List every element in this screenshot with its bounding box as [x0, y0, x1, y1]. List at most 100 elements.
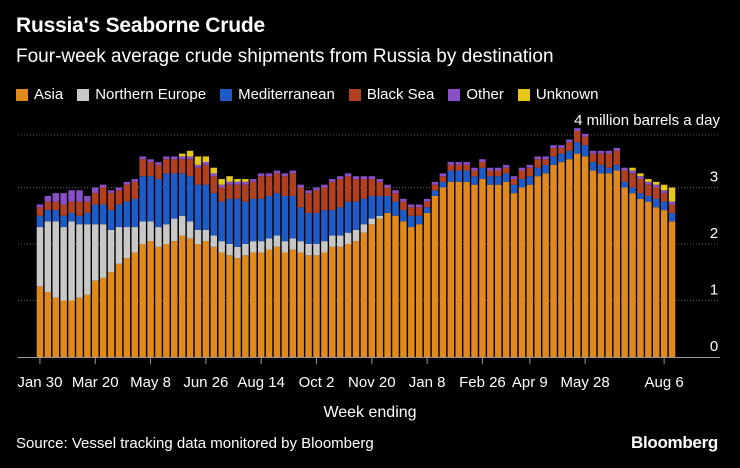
bar-segment-unknown	[653, 181, 660, 185]
bar-segment-mediterranean	[202, 184, 210, 230]
bar-segment-mediterranean	[147, 176, 154, 222]
bloomberg-logo: Bloomberg	[630, 433, 718, 452]
bar-segment-northern-europe	[313, 244, 320, 256]
bar-segment-other	[479, 159, 486, 163]
bar-segment-asia	[226, 255, 233, 357]
bar-segment-black-sea	[115, 190, 123, 205]
legend-swatch-other	[448, 88, 461, 101]
bar-segment-asia	[629, 193, 636, 357]
bar-segment-northern-europe	[297, 241, 304, 253]
bar-segment-mediterranean	[281, 195, 289, 242]
bar-segment-black-sea	[273, 173, 281, 194]
bar-segment-other	[344, 173, 352, 177]
bar-segment-asia	[123, 258, 131, 358]
legend-label-other: Other	[466, 86, 504, 103]
x-tick-label: Aug 6	[645, 374, 684, 391]
x-tick-label: Mar 20	[72, 374, 119, 391]
bar-segment-unknown	[637, 173, 644, 177]
bar-segment-black-sea	[60, 204, 67, 216]
bar-segment-asia	[566, 159, 573, 357]
legend-item-unknown: Unknown	[517, 86, 598, 103]
bar-segment-other	[273, 170, 281, 174]
bar-segment-asia	[131, 252, 139, 357]
bar-segment-other	[60, 193, 67, 205]
bar-segment-black-sea	[107, 193, 115, 211]
bar-segment-asia	[510, 193, 518, 357]
bar-segment-mediterranean	[589, 162, 597, 171]
bar-segment-asia	[660, 210, 668, 357]
bar-segment-asia	[171, 241, 178, 357]
bar-segment-mediterranean	[439, 181, 447, 188]
bar-segment-black-sea	[281, 176, 289, 196]
bar-segment-northern-europe	[44, 221, 52, 293]
bar-segment-black-sea	[313, 190, 320, 213]
bar-segment-black-sea	[415, 207, 423, 216]
bar-segment-asia	[273, 246, 281, 357]
bar-segment-black-sea	[257, 176, 265, 199]
bar-segment-mediterranean	[360, 198, 368, 225]
bar-segment-other	[352, 176, 360, 180]
bar-segment-asia	[147, 241, 154, 357]
bar-segment-black-sea	[234, 184, 241, 199]
bar-segment-black-sea	[471, 170, 478, 177]
bar-segment-mediterranean	[408, 215, 415, 228]
bar-segment-black-sea	[178, 159, 186, 174]
legend-label-black-sea: Black Sea	[366, 86, 435, 103]
bar-segment-black-sea	[439, 176, 447, 182]
bar-segment-other	[36, 204, 44, 208]
bar-segment-asia	[668, 221, 676, 357]
bar-segment-asia	[139, 244, 146, 357]
bar-segment-mediterranean	[645, 195, 652, 202]
bar-segment-mediterranean	[265, 195, 273, 239]
bar-segment-other	[542, 156, 549, 160]
bar-segment-asia	[621, 187, 628, 357]
bar-segment-black-sea	[558, 147, 565, 154]
bar-segment-black-sea	[84, 201, 91, 213]
bar-segment-other	[76, 190, 83, 202]
bar-segment-mediterranean	[139, 176, 146, 222]
bar-segment-black-sea	[123, 184, 131, 202]
bar-segment-northern-europe	[242, 244, 249, 256]
bar-segment-other	[415, 204, 423, 208]
bar-segment-northern-europe	[226, 244, 233, 256]
bar-segment-mediterranean	[431, 190, 439, 196]
bar-segment-other	[510, 176, 518, 180]
bar-segment-black-sea	[510, 179, 518, 185]
bar-segment-asia	[550, 164, 557, 357]
bar-segment-mediterranean	[194, 184, 202, 230]
bar-segment-northern-europe	[99, 224, 107, 278]
bar-segment-black-sea	[581, 136, 589, 146]
bar-segment-mediterranean	[376, 195, 383, 216]
bar-segment-asia	[368, 224, 376, 357]
bar-segment-asia	[518, 187, 526, 357]
x-tick-label: Oct 2	[299, 374, 335, 391]
bar-segment-other	[558, 145, 565, 148]
bar-segment-other	[171, 156, 178, 160]
bar-segment-mediterranean	[297, 207, 304, 242]
bar-segment-other	[447, 162, 455, 165]
bar-segment-northern-europe	[36, 227, 44, 287]
bar-segment-black-sea	[542, 159, 549, 165]
bar-segment-black-sea	[68, 201, 75, 213]
bar-segment-other	[289, 170, 297, 174]
bar-segment-other	[99, 184, 107, 188]
bar-segment-black-sea	[534, 159, 541, 168]
x-tick-label: Feb 26	[459, 374, 506, 391]
bar-segment-mediterranean	[629, 187, 636, 194]
bar-segment-black-sea	[400, 201, 407, 211]
bar-segment-mediterranean	[400, 210, 407, 222]
bar-segment-northern-europe	[76, 224, 83, 298]
bar-segment-other	[313, 187, 320, 191]
bar-segment-mediterranean	[471, 176, 478, 185]
bar-segment-black-sea	[250, 181, 257, 199]
bar-segment-mediterranean	[336, 207, 344, 236]
source-note: Source: Vessel tracking data monitored b…	[16, 435, 374, 452]
y-tick-label: 3	[710, 169, 718, 186]
bar-segment-other	[502, 164, 510, 168]
bar-segment-black-sea	[202, 164, 210, 185]
bar-segment-other	[336, 176, 344, 180]
bar-segment-mediterranean	[518, 179, 526, 188]
bar-segment-northern-europe	[360, 224, 368, 233]
bar-segment-mediterranean	[415, 215, 423, 225]
bar-segment-other	[281, 173, 289, 177]
